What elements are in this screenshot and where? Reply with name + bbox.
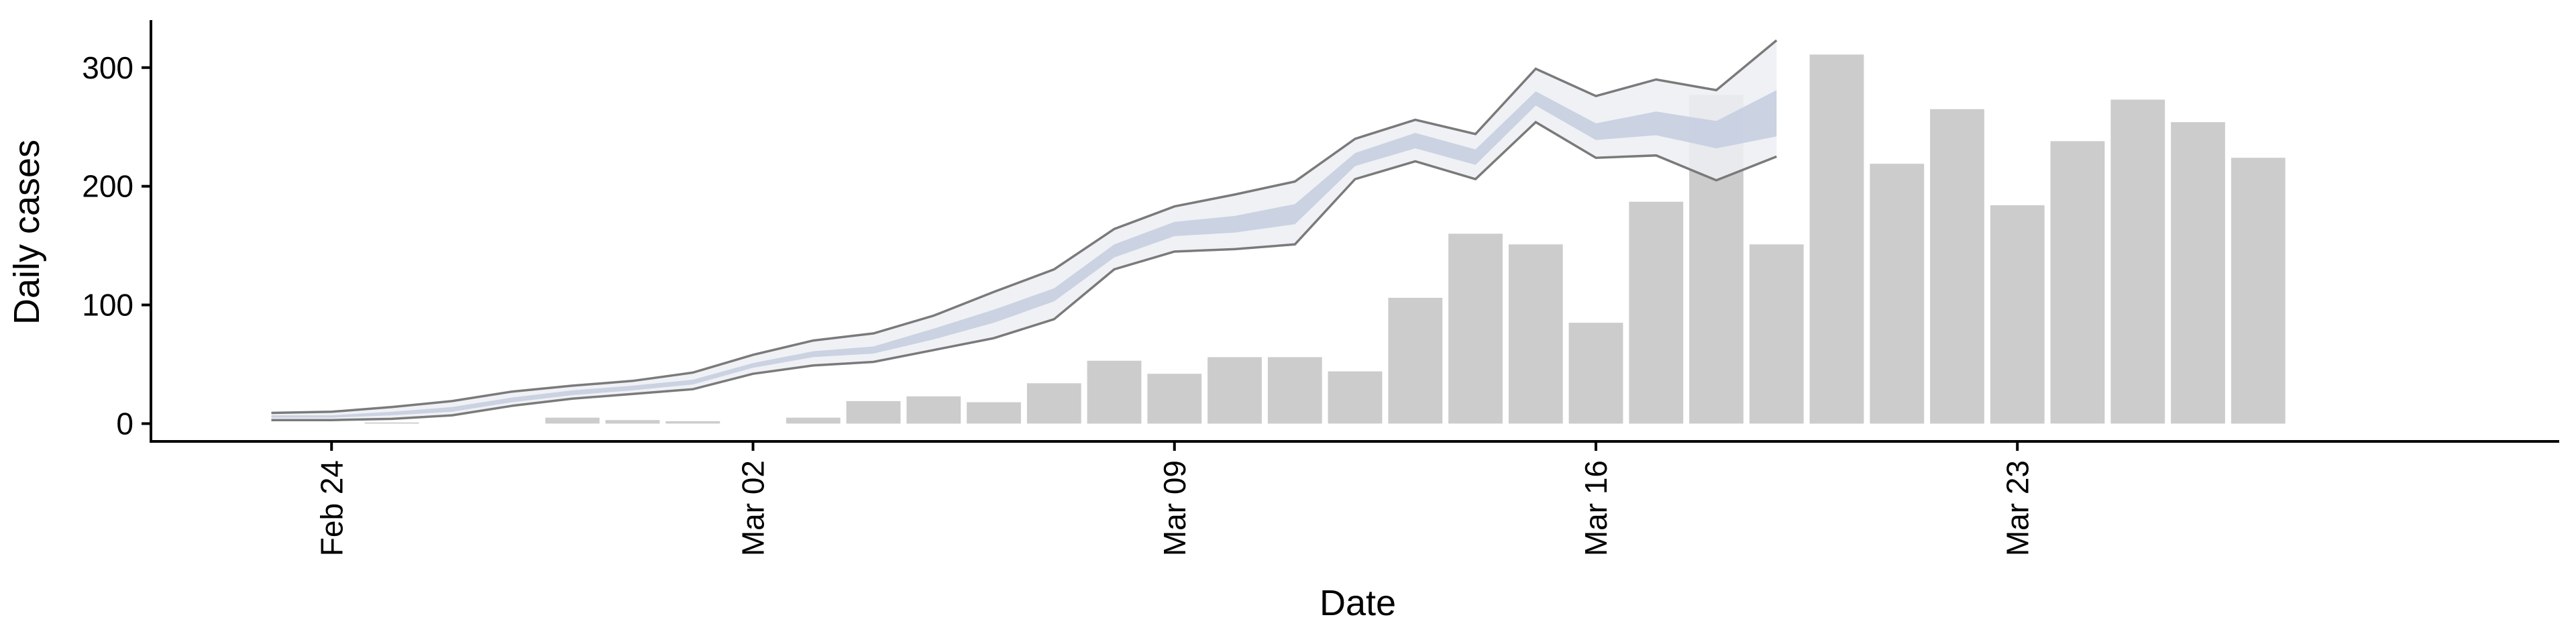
bar-2020-03-19: [1749, 244, 1804, 424]
bar-2020-03-06: [967, 402, 1021, 424]
inner-interval-band: [271, 90, 1777, 418]
bar-2020-03-16: [1568, 323, 1623, 424]
bar-2020-03-13: [1388, 297, 1443, 424]
bar-2020-03-25: [2110, 99, 2165, 424]
x-tick-label-Feb 24: Feb 24: [314, 460, 349, 556]
y-tick-label-200: 200: [82, 169, 133, 204]
bar-2020-03-11: [1267, 357, 1322, 424]
bar-2020-03-22: [1930, 109, 1984, 424]
axes: 0 100 200 300 Feb 24 Mar 02 Mar 09 Mar 16 Mar 2…: [82, 20, 2559, 556]
nowcast-bands: [271, 39, 1778, 421]
x-axis-ticks: Feb 24 Mar 02 Mar 09 Mar 16 Mar 23: [314, 441, 2035, 556]
bar-2020-03-24: [2050, 141, 2105, 424]
bar-2020-03-23: [1990, 205, 2045, 424]
outer-upper-line: [271, 39, 1778, 415]
bar-2020-03-08: [1087, 360, 1142, 424]
bar-2020-03-17: [1629, 201, 1684, 424]
bar-2020-03-21: [1870, 164, 1925, 424]
outer-interval-band: [271, 40, 1777, 421]
bar-2020-03-04: [846, 400, 901, 424]
x-tick-label-Mar 23: Mar 23: [2000, 460, 2035, 556]
bar-2020-03-15: [1508, 244, 1563, 424]
x-axis-title: Date: [1320, 583, 1396, 623]
x-tick-label-Mar 02: Mar 02: [736, 460, 771, 556]
bar-2020-02-29: [605, 420, 660, 424]
y-tick-label-300: 300: [82, 50, 133, 85]
bar-2020-02-28: [545, 417, 600, 424]
bar-2020-03-10: [1208, 357, 1262, 424]
bar-2020-03-12: [1328, 371, 1383, 424]
y-axis-title: Daily cases: [7, 140, 47, 325]
bar-2020-03-26: [2171, 122, 2225, 424]
bars-layer: [364, 54, 2286, 424]
y-tick-label-0: 0: [116, 406, 133, 441]
bar-2020-03-14: [1448, 233, 1503, 424]
bar-2020-03-03: [786, 417, 841, 424]
y-tick-label-100: 100: [82, 288, 133, 323]
bar-2020-03-27: [2231, 158, 2286, 424]
bar-2020-03-01: [665, 421, 720, 424]
bar-2020-03-09: [1147, 374, 1202, 424]
outer-lower-line: [271, 120, 1777, 421]
x-tick-label-Mar 16: Mar 16: [1578, 460, 1613, 556]
y-axis-ticks: 0 100 200 300: [82, 50, 151, 441]
x-tick-label-Mar 09: Mar 09: [1157, 460, 1192, 556]
bar-2020-03-05: [906, 396, 961, 424]
bar-2020-03-20: [1809, 54, 1864, 424]
bar-2020-03-07: [1026, 383, 1081, 424]
bar-2020-02-25: [364, 422, 419, 424]
